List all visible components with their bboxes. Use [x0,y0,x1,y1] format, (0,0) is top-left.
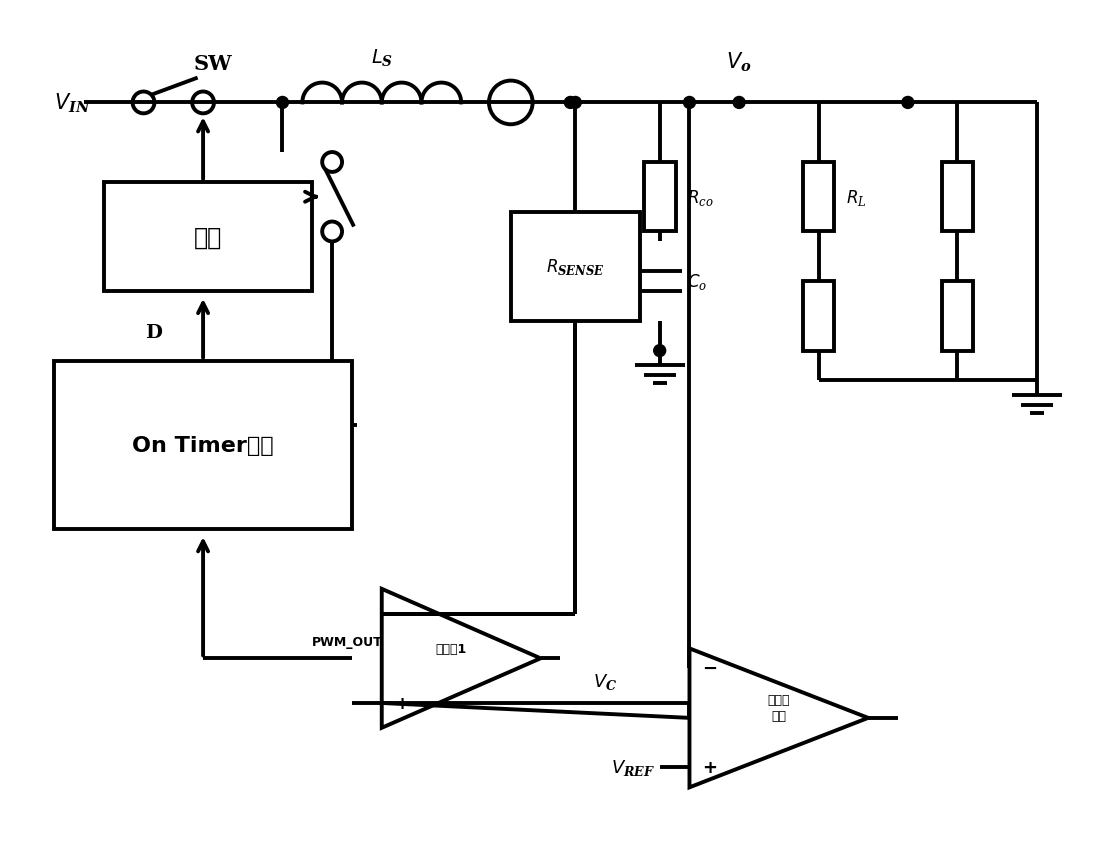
Circle shape [565,97,576,109]
Text: $C_{\mathregular{o}}$: $C_{\mathregular{o}}$ [687,272,708,292]
Text: On Timer模块: On Timer模块 [132,436,274,455]
Text: −: − [701,660,717,678]
Text: PWM_OUT: PWM_OUT [312,635,382,648]
Circle shape [733,97,745,109]
Text: +: + [394,694,410,712]
Circle shape [902,97,914,109]
Bar [941,282,973,351]
Bar [803,163,835,232]
Text: D: D [145,323,162,341]
Text: 比较器1: 比较器1 [436,642,467,655]
Text: $R_{\mathregular{co}}$: $R_{\mathregular{co}}$ [687,188,715,208]
Bar [103,183,313,292]
Text: $V_{\mathregular{REF}}$: $V_{\mathregular{REF}}$ [611,758,655,777]
Text: SW: SW [194,53,232,73]
Text: 驱动: 驱动 [194,226,222,249]
Text: $R_{\mathregular{SENSE}}$: $R_{\mathregular{SENSE}}$ [546,257,604,277]
Bar [803,282,835,351]
Bar [941,163,973,232]
Circle shape [654,345,666,357]
Text: 误差放
大器: 误差放 大器 [767,694,791,722]
Text: $V_{\mathregular{o}}$: $V_{\mathregular{o}}$ [727,50,752,73]
Bar [644,163,676,232]
Circle shape [684,97,696,109]
Circle shape [276,97,288,109]
Bar [54,361,352,530]
Text: $R_{\mathregular{L}}$: $R_{\mathregular{L}}$ [847,188,866,208]
Circle shape [569,97,581,109]
Bar [511,213,640,321]
Text: +: + [701,759,717,777]
Text: $V_{\mathregular{C}}$: $V_{\mathregular{C}}$ [593,672,618,691]
Text: $L_{\mathregular{S}}$: $L_{\mathregular{S}}$ [371,47,393,69]
Text: −: − [394,605,410,623]
Text: $V_{\mathregular{IN}}$: $V_{\mathregular{IN}}$ [54,91,91,115]
